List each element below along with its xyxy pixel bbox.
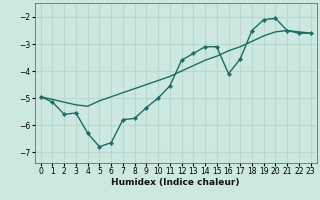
X-axis label: Humidex (Indice chaleur): Humidex (Indice chaleur) <box>111 178 240 187</box>
